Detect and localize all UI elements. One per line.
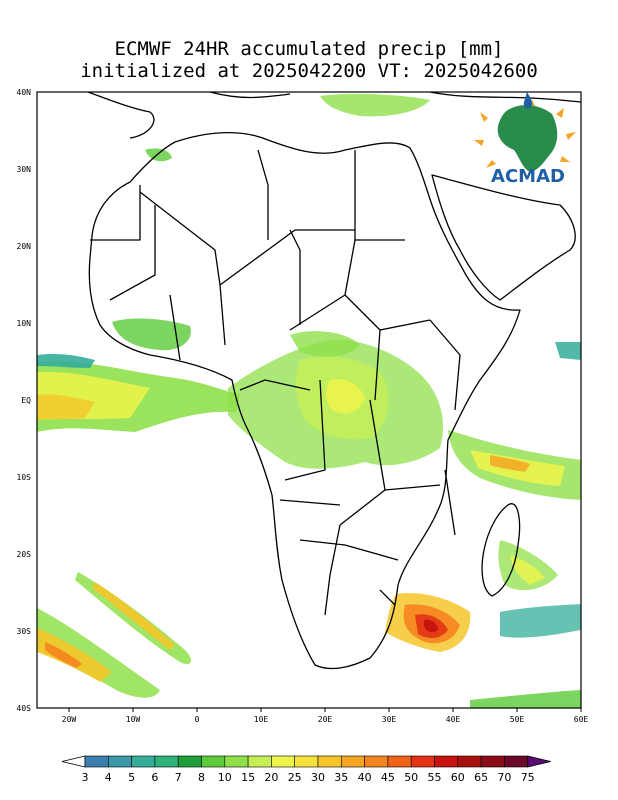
lat-tick-label: 30N [17, 165, 32, 174]
lat-tick-label: 30S [17, 627, 32, 636]
lon-axis [68, 708, 582, 712]
map-frame [36, 91, 582, 709]
lon-tick-labels: 20W 10W 0 10E 20E 30E 40E 50E 60E [62, 715, 589, 724]
colorbar-label: 75 [521, 771, 535, 784]
colorbar-label: 65 [474, 771, 488, 784]
acmad-logo: ACMAD [474, 92, 576, 187]
colorbar-label: 3 [82, 771, 89, 784]
colorbar-label: 55 [428, 771, 442, 784]
lon-tick-label: 20W [62, 715, 77, 724]
colorbar-swatch [340, 755, 365, 768]
colorbar-label: 20 [264, 771, 278, 784]
colorbar-label: 5 [128, 771, 135, 784]
colorbar-label: 45 [381, 771, 395, 784]
colorbar-label: 4 [105, 771, 112, 784]
logo-africa-shape [497, 105, 558, 172]
precip-field [37, 93, 581, 708]
colorbar-swatch [108, 755, 132, 768]
colorbar-swatch [201, 755, 226, 768]
colorbar-swatch [480, 755, 505, 768]
colorbar-swatch [317, 755, 342, 768]
colorbar-label: 30 [311, 771, 325, 784]
colorbar-swatch [364, 755, 389, 768]
colorbar-swatch [387, 755, 412, 768]
colorbar-swatch [84, 755, 109, 768]
colorbar-under-triangle [61, 755, 86, 768]
colorbar-swatch [457, 755, 482, 768]
lat-tick-label: 10N [17, 319, 32, 328]
colorbar-swatch [504, 755, 528, 768]
colorbar-swatch [434, 755, 459, 768]
colorbar-label: 15 [241, 771, 255, 784]
lon-tick-label: 60E [574, 715, 589, 724]
colorbar-label: 8 [198, 771, 205, 784]
lon-tick-label: 10E [254, 715, 269, 724]
colorbar-swatch [154, 755, 179, 768]
colorbar-label: 35 [334, 771, 348, 784]
colorbar-swatch [294, 755, 319, 768]
colorbar-label: 7 [175, 771, 182, 784]
colorbar-over-triangle [527, 755, 551, 768]
colorbar-swatch [224, 755, 249, 768]
lat-tick-label: 20S [17, 550, 32, 559]
lon-tick-label: 20E [318, 715, 333, 724]
lat-tick-label: EQ [21, 396, 31, 405]
lat-tick-label: 10S [17, 473, 32, 482]
lon-tick-label: 30E [382, 715, 397, 724]
colorbar-label: 60 [451, 771, 465, 784]
colorbar-label: 25 [288, 771, 302, 784]
lat-tick-label: 20N [17, 242, 32, 251]
colorbar-label: 50 [404, 771, 418, 784]
lat-tick-labels: 40N 30N 20N 10N EQ 10S 20S 30S 40S [17, 88, 32, 713]
colorbar-label: 70 [497, 771, 511, 784]
madagascar-outline [481, 503, 521, 597]
logo-water-drop [523, 92, 533, 109]
chart-title-line2: initialized at 2025042200 VT: 2025042600 [80, 60, 538, 82]
colorbar-swatch [247, 755, 272, 768]
lon-tick-label: 0 [195, 715, 200, 724]
lon-tick-label: 50E [510, 715, 525, 724]
colorbar-swatch [131, 755, 156, 768]
lon-tick-label: 40E [446, 715, 461, 724]
colorbar: 3 4 5 6 7 8 10 15 20 25 30 35 40 45 50 55 60 65 70 75 [61, 755, 551, 784]
africa-coastline [88, 131, 521, 670]
colorbar-swatch [410, 755, 435, 768]
logo-text: ACMAD [491, 166, 565, 187]
colorbar-label: 10 [218, 771, 232, 784]
coastlines-and-borders [87, 92, 581, 670]
colorbar-swatch [271, 755, 295, 768]
lat-tick-label: 40S [17, 704, 32, 713]
colorbar-label: 40 [358, 771, 372, 784]
chart-title-line1: ECMWF 24HR accumulated precip [mm] [114, 38, 504, 60]
colorbar-label: 6 [151, 771, 158, 784]
colorbar-swatch [177, 755, 202, 768]
lat-tick-label: 40N [17, 88, 32, 97]
lon-tick-label: 10W [126, 715, 141, 724]
